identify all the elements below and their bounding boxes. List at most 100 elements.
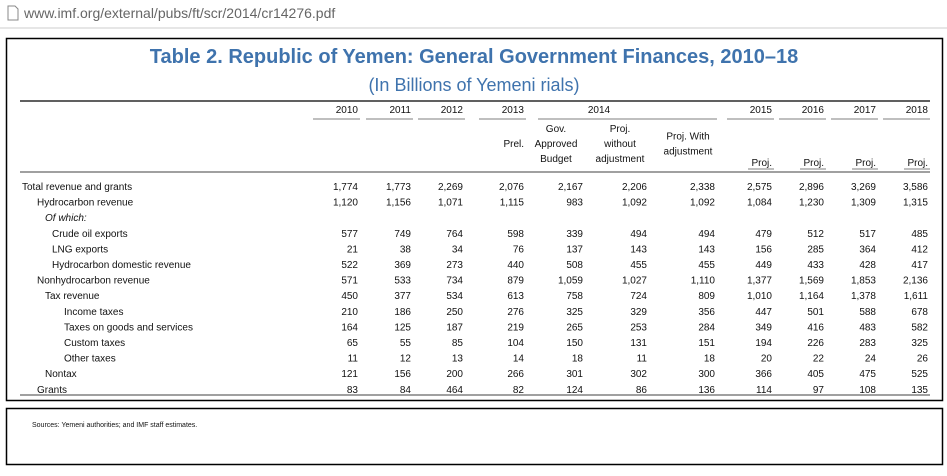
cell: 369 [394,260,411,271]
cell: 598 [507,229,524,240]
sub-header: Prel. [503,139,524,150]
cell: 143 [630,244,647,255]
cell: 1,059 [558,276,583,287]
sub-header: adjustment [596,154,645,165]
cell: 22 [813,354,825,365]
cell: 187 [446,322,463,333]
cell: 678 [911,307,928,318]
cell: 265 [566,322,583,333]
cell: 3,269 [851,182,876,193]
sub-header: without [603,139,636,150]
cell: 11 [637,354,648,365]
cell: 1,115 [500,198,525,209]
cell: 104 [507,338,524,349]
cell: 164 [341,322,358,333]
cell: 1,569 [799,276,824,287]
table-title: Table 2. Republic of Yemen: General Gove… [150,46,798,68]
row-label: Hydrocarbon revenue [37,198,134,209]
cell: 2,575 [747,182,772,193]
year-header: 2018 [906,105,929,116]
row-label: Total revenue and grants [22,182,132,193]
row-label: Tax revenue [45,291,100,302]
year-header: 2016 [802,105,825,116]
cell: 534 [446,291,463,302]
cell: 1,120 [333,198,358,209]
cell: 76 [513,244,525,255]
cell: 501 [807,307,824,318]
cell: 1,010 [747,291,772,302]
sub-header: Approved [535,139,578,150]
cell: 339 [566,229,583,240]
cell: 210 [341,307,358,318]
cell: 479 [755,229,772,240]
sub-header: Budget [540,154,572,165]
page-icon [7,5,19,21]
sub-header: Gov. [546,124,566,135]
cell: 55 [400,338,412,349]
cell: 84 [400,385,412,396]
cell: 83 [347,385,359,396]
cell: 276 [507,307,524,318]
cell: 18 [704,354,716,365]
cell: 577 [341,229,358,240]
cell: 302 [630,369,647,380]
cell: 125 [394,322,411,333]
cell: 226 [807,338,824,349]
cell: 1,315 [903,198,928,209]
cell: 82 [513,385,525,396]
cell: 108 [859,385,876,396]
cell: 522 [341,260,358,271]
address-bar[interactable] [0,0,947,28]
cell: 417 [911,260,928,271]
cell: 1,156 [386,198,411,209]
cell: 3,586 [903,182,928,193]
sub-header: Proj. [907,158,928,169]
cell: 135 [911,385,928,396]
cell: 12 [400,354,412,365]
cell: 1,309 [851,198,876,209]
cell: 2,167 [558,182,583,193]
cell: 764 [446,229,463,240]
cell: 131 [630,338,647,349]
cell: 440 [507,260,524,271]
url[interactable]: www.imf.org/external/pubs/ft/scr/2014/cr… [23,5,335,21]
cell: 349 [755,322,772,333]
cell: 483 [859,322,876,333]
cell: 156 [755,244,772,255]
cell: 266 [507,369,524,380]
year-header: 2011 [389,105,411,116]
cell: 253 [630,322,647,333]
cell: 13 [452,354,464,365]
cell: 464 [446,385,463,396]
cell: 1,092 [622,198,647,209]
cell: 2,896 [799,182,824,193]
cell: 137 [566,244,583,255]
cell: 405 [807,369,824,380]
sub-header: Proj. With [666,132,709,143]
cell: 809 [698,291,715,302]
cell: 455 [630,260,647,271]
cell: 428 [859,260,876,271]
cell: 283 [859,338,876,349]
cell: 273 [446,260,463,271]
row-label: Nonhydrocarbon revenue [37,276,150,287]
cell: 1,378 [851,291,876,302]
row-label: Other taxes [64,354,116,365]
cell: 475 [859,369,876,380]
row-label: Hydrocarbon domestic revenue [52,260,191,271]
year-header: 2010 [336,105,359,116]
cell: 758 [566,291,583,302]
cell: 20 [761,354,773,365]
cell: 1,377 [747,276,772,287]
cell: 150 [566,338,583,349]
year-header: 2014 [588,105,611,116]
cell: 284 [698,322,715,333]
row-label: Taxes on goods and services [64,322,193,333]
cell: 65 [347,338,359,349]
cell: 582 [911,322,928,333]
sub-header: Proj. [751,158,772,169]
cell: 1,164 [799,291,824,302]
row-label: Income taxes [64,307,123,318]
cell: 325 [911,338,928,349]
cell: 329 [630,307,647,318]
